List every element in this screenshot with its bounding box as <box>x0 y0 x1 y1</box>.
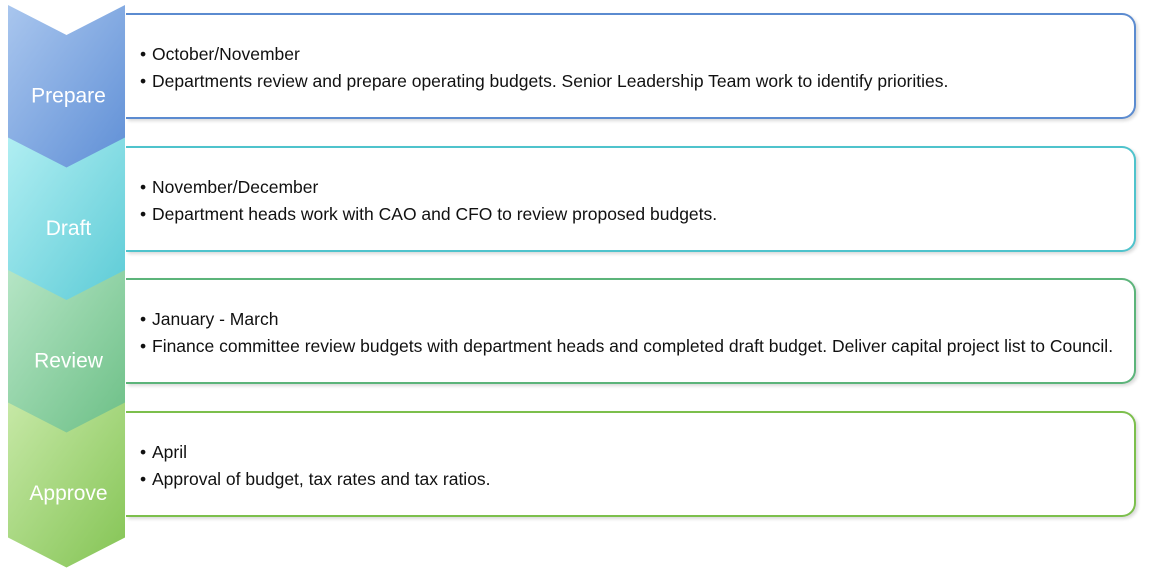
bullet-item: November/December <box>140 176 1114 199</box>
bullet-item: January - March <box>140 308 1114 331</box>
chevron <box>8 402 125 568</box>
bullet-item: Department heads work with CAO and CFO t… <box>140 203 1114 226</box>
bullet-item: April <box>140 441 1114 464</box>
chevron <box>8 270 125 435</box>
step-box: October/November Departments review and p… <box>126 13 1136 119</box>
chevron <box>8 5 125 170</box>
step-label: Prepare <box>31 85 106 108</box>
step-label: Approve <box>29 482 107 505</box>
step-box: January - March Finance committee review … <box>126 278 1136 384</box>
bullet-item: Finance committee review budgets with de… <box>140 335 1114 358</box>
step-label: Draft <box>46 217 92 240</box>
bullet-item: Departments review and prepare operating… <box>140 70 1114 93</box>
step-label: Review <box>34 350 104 373</box>
step-box: April Approval of budget, tax rates and t… <box>126 410 1136 517</box>
chevron <box>8 137 125 303</box>
bullet-item: October/November <box>140 43 1114 66</box>
step-box: November/December Department heads work w… <box>126 145 1136 252</box>
bullet-item: Approval of budget, tax rates and tax ra… <box>140 468 1114 491</box>
